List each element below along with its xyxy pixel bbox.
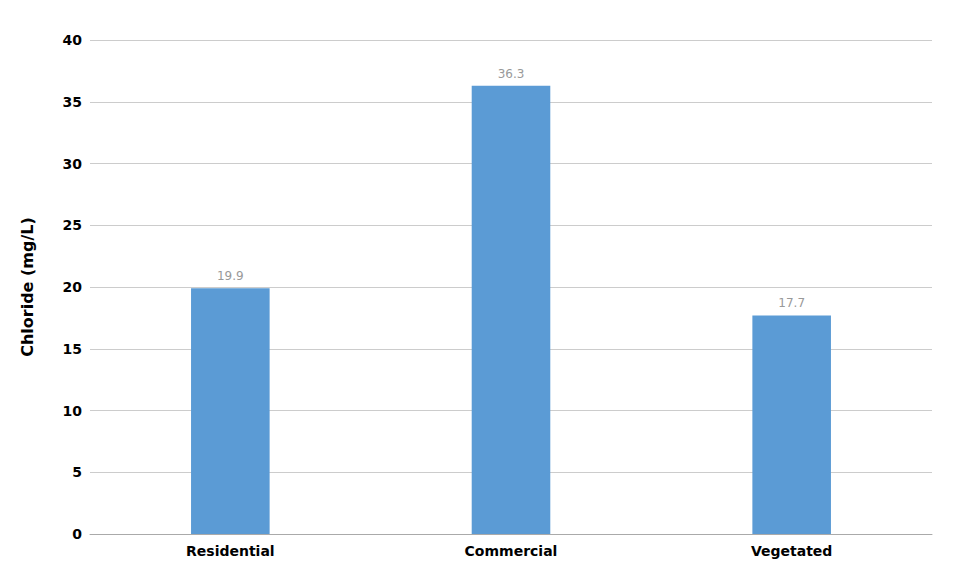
svg-text:17.7: 17.7 bbox=[778, 296, 805, 310]
svg-text:25: 25 bbox=[63, 217, 82, 233]
svg-text:Commercial: Commercial bbox=[465, 543, 558, 559]
svg-text:Residential: Residential bbox=[186, 543, 275, 559]
svg-text:30: 30 bbox=[63, 156, 83, 172]
svg-text:5: 5 bbox=[72, 464, 82, 480]
svg-text:15: 15 bbox=[63, 341, 82, 357]
svg-text:Vegetated: Vegetated bbox=[751, 543, 832, 559]
svg-text:36.3: 36.3 bbox=[498, 67, 525, 81]
svg-text:35: 35 bbox=[63, 94, 82, 110]
svg-text:10: 10 bbox=[63, 403, 83, 419]
svg-text:40: 40 bbox=[63, 32, 83, 48]
svg-text:Chloride (mg/L): Chloride (mg/L) bbox=[18, 217, 37, 357]
svg-text:19.9: 19.9 bbox=[217, 269, 244, 283]
svg-text:20: 20 bbox=[63, 279, 83, 295]
svg-text:0: 0 bbox=[72, 526, 82, 542]
